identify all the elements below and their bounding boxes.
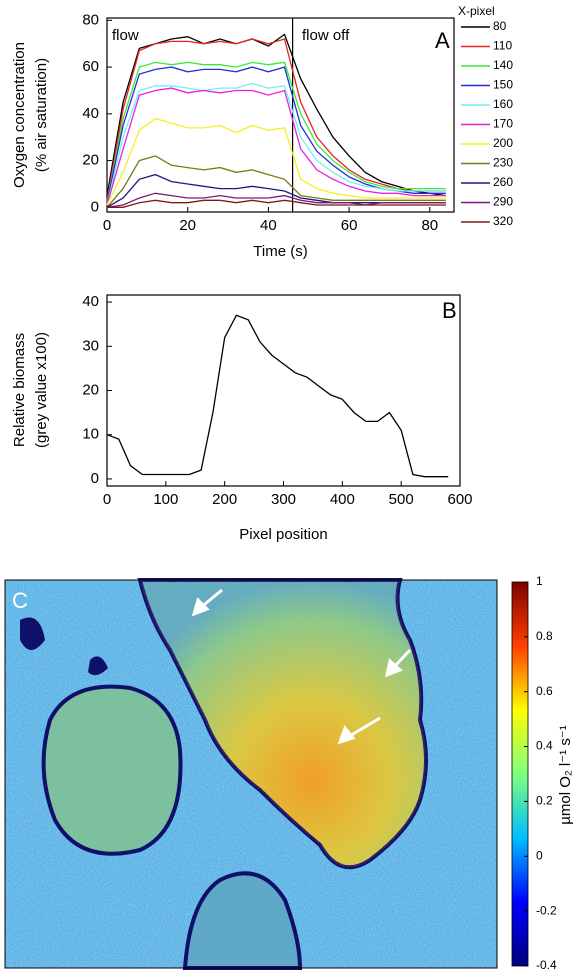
legend-title: X-pixel	[458, 4, 495, 18]
colorbar-tick-label: -0.2	[536, 903, 557, 917]
annotation: flow off	[302, 27, 350, 44]
y-tick-label: 40	[82, 105, 99, 122]
x-tick-label: 40	[260, 217, 277, 234]
x-tick-label: 20	[179, 217, 196, 234]
panel-label: A	[435, 28, 450, 53]
colorbar-tick-label: 0.6	[536, 684, 553, 698]
y-tick-label: 30	[82, 337, 99, 354]
x-tick-label: 500	[389, 491, 414, 508]
legend-label: 110	[493, 39, 512, 53]
legend-label: 170	[493, 117, 513, 131]
x-tick-label: 400	[330, 491, 355, 508]
plot-frame	[106, 17, 455, 213]
x-tick-label: 200	[212, 491, 237, 508]
colorbar-tick-label: 0	[536, 848, 543, 862]
arrows	[191, 588, 412, 745]
legend-label: 230	[493, 156, 513, 170]
biofilm-region	[41, 684, 183, 856]
legend-label: 160	[493, 97, 513, 111]
dark-spots	[20, 617, 108, 676]
data-line	[106, 155, 446, 208]
legend-label: 140	[493, 58, 513, 72]
y-tick-label: 10	[82, 426, 99, 443]
data-line	[106, 87, 446, 206]
y-tick-label: 0	[91, 470, 99, 487]
legend-label: 200	[493, 136, 513, 150]
colorbar-label: µmol O₂ l⁻¹ s⁻¹	[557, 725, 574, 824]
colorbar-tick-label: 1	[536, 574, 543, 588]
x-axis-label: Time (s)	[253, 243, 307, 260]
data-line	[106, 38, 446, 201]
y-axis-label: Relative biomass	[11, 333, 28, 447]
colorbar-tick-label: 0.8	[536, 629, 553, 643]
colorbar-tick-label: 0.2	[536, 794, 553, 808]
colorbar-tick-label: 0.4	[536, 739, 553, 753]
x-tick-label: 0	[103, 491, 111, 508]
x-tick-label: 0	[103, 217, 111, 234]
x-tick-label: 60	[341, 217, 358, 234]
y-tick-label: 20	[82, 381, 99, 398]
data-line	[106, 117, 446, 206]
data-line	[106, 82, 446, 206]
x-tick-label: 100	[153, 491, 178, 508]
y-tick-label: 60	[82, 58, 99, 75]
panel-label: C	[12, 588, 28, 613]
biofilm-grain	[140, 580, 426, 868]
y-tick-label: 80	[82, 11, 99, 28]
heatmap-image	[4, 578, 498, 970]
y-axis-label: (% air saturation)	[33, 58, 50, 172]
y-tick-label: 40	[82, 293, 99, 310]
biofilm-region	[182, 871, 303, 970]
legend-label: 290	[493, 195, 513, 209]
plot-frame	[106, 294, 461, 487]
x-axis-label: Pixel position	[239, 526, 327, 543]
y-tick-label: 0	[91, 198, 99, 215]
y-tick-label: 20	[82, 152, 99, 169]
x-tick-label: 80	[421, 217, 438, 234]
heatmap-frame	[4, 579, 498, 969]
data-line	[106, 33, 446, 197]
data-line	[106, 61, 446, 203]
y-axis-label: (grey value x100)	[33, 332, 50, 448]
data-line	[107, 199, 446, 208]
x-tick-label: 300	[271, 491, 296, 508]
colorbar	[511, 581, 529, 967]
colorbar-tick-label: -0.4	[536, 958, 557, 972]
y-axis-label: Oxygen concentration	[11, 42, 28, 188]
legend-label: 80	[493, 19, 507, 33]
legend-label: 320	[493, 214, 513, 228]
legend-label: 260	[493, 175, 513, 189]
data-line	[106, 314, 449, 478]
x-tick-label: 600	[447, 491, 472, 508]
annotation: flow	[112, 27, 139, 44]
data-line	[106, 192, 446, 208]
panel-label: B	[442, 298, 457, 323]
legend-label: 150	[493, 78, 513, 92]
